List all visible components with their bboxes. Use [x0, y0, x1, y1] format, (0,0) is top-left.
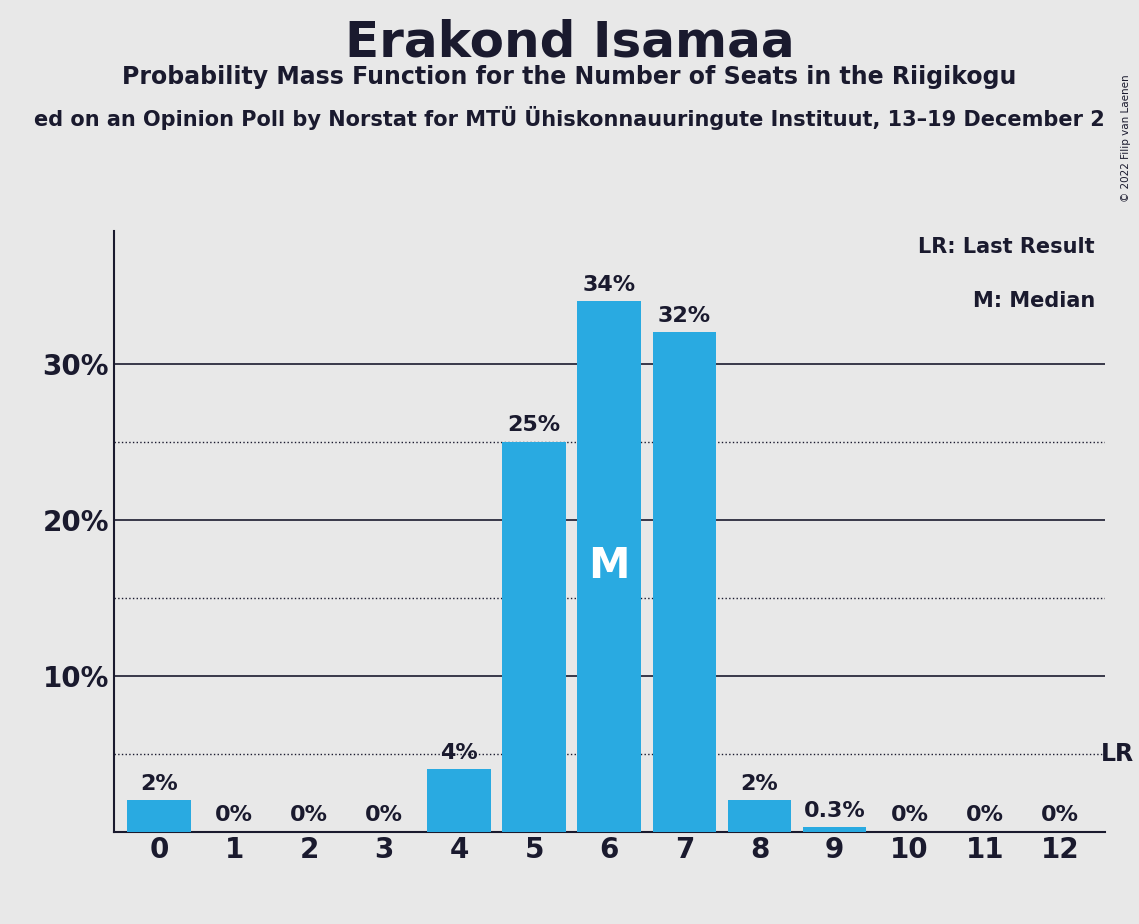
Text: 0%: 0% — [891, 806, 928, 825]
Bar — [728, 800, 792, 832]
Text: Probability Mass Function for the Number of Seats in the Riigikogu: Probability Mass Function for the Number… — [122, 65, 1017, 89]
Text: M: Median: M: Median — [973, 291, 1095, 311]
Text: ed on an Opinion Poll by Norstat for MTÜ Ühiskonnauuringute Instituut, 13–19 Dec: ed on an Opinion Poll by Norstat for MTÜ… — [34, 106, 1105, 130]
Bar — [653, 333, 716, 832]
Text: LR: Last Result: LR: Last Result — [918, 237, 1095, 257]
Text: 34%: 34% — [583, 275, 636, 295]
Bar — [128, 800, 191, 832]
Text: M: M — [589, 545, 630, 588]
Text: 32%: 32% — [658, 306, 711, 326]
Bar — [803, 827, 867, 832]
Text: 4%: 4% — [441, 743, 478, 763]
Text: 0%: 0% — [366, 806, 403, 825]
Text: 2%: 2% — [740, 774, 778, 794]
Bar — [577, 301, 641, 832]
Text: 0%: 0% — [215, 806, 253, 825]
Text: 0%: 0% — [966, 806, 1003, 825]
Text: LR: LR — [1101, 742, 1134, 766]
Text: © 2022 Filip van Laenen: © 2022 Filip van Laenen — [1121, 74, 1131, 201]
Text: 0%: 0% — [290, 806, 328, 825]
Text: 25%: 25% — [508, 416, 560, 435]
Text: Erakond Isamaa: Erakond Isamaa — [345, 18, 794, 67]
Text: 2%: 2% — [140, 774, 178, 794]
Text: 0.3%: 0.3% — [804, 801, 866, 821]
Bar — [502, 442, 566, 832]
Text: 0%: 0% — [1041, 806, 1079, 825]
Bar — [427, 769, 491, 832]
